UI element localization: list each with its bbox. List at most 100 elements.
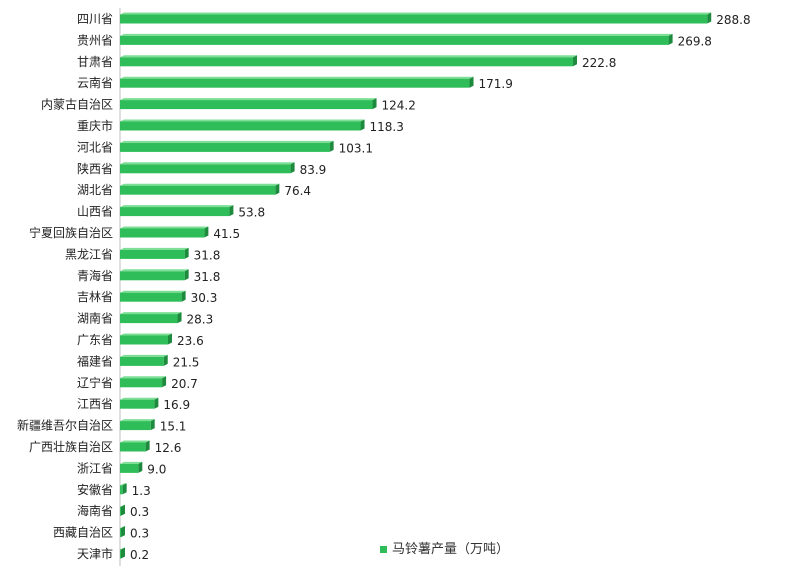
data-label: 1.3 <box>132 484 151 498</box>
bar-front-face <box>120 249 185 259</box>
category-label: 四川省 <box>77 12 113 26</box>
category-label: 河北省 <box>77 140 113 154</box>
bar <box>120 55 578 67</box>
data-label: 118.3 <box>370 120 404 134</box>
bar-side-face <box>150 419 155 431</box>
bar <box>120 226 209 238</box>
bar-side-face <box>181 290 186 302</box>
bar <box>120 354 168 366</box>
bar-front-face <box>120 271 185 281</box>
bar-front-face <box>120 57 574 67</box>
data-label: 269.8 <box>678 34 712 48</box>
bar-front-face <box>120 506 121 516</box>
data-label: 9.0 <box>147 462 166 476</box>
bar-front-face <box>120 100 373 110</box>
bar-front-face <box>120 207 230 217</box>
bar-side-face <box>184 247 189 259</box>
data-label: 53.8 <box>238 206 265 220</box>
bar-front-face <box>120 378 163 388</box>
bar-side-face <box>329 140 334 152</box>
bar-top-face <box>120 33 673 36</box>
legend-label: 马铃薯产量（万吨） <box>392 542 509 557</box>
bar-side-face <box>154 397 159 409</box>
bar-side-face <box>707 12 712 24</box>
bar-top-face <box>120 419 155 422</box>
bar-front-face <box>120 399 155 409</box>
bar-top-face <box>120 483 127 486</box>
bar-side-face <box>121 526 125 538</box>
category-label: 吉林省 <box>77 290 113 304</box>
bar-side-face <box>167 333 172 345</box>
bar-top-face <box>120 55 578 58</box>
data-label: 83.9 <box>300 163 327 177</box>
data-label: 288.8 <box>716 13 750 27</box>
bar-top-face <box>120 76 474 79</box>
bar-front-face <box>120 185 276 195</box>
bar <box>120 140 334 152</box>
category-label: 新疆维吾尔自治区 <box>17 418 113 433</box>
bar-top-face <box>120 226 209 229</box>
bar-side-face <box>573 55 578 67</box>
bar-side-face <box>290 162 295 174</box>
bar-side-face <box>121 547 125 559</box>
data-label: 20.7 <box>171 377 198 391</box>
bar-top-face <box>120 119 365 122</box>
bar-top-face <box>120 183 280 186</box>
bar-front-face <box>120 335 168 345</box>
bar-top-face <box>120 247 189 250</box>
category-label: 内蒙古自治区 <box>41 97 113 112</box>
bar <box>120 312 182 324</box>
data-label: 103.1 <box>339 141 373 155</box>
bar <box>120 483 127 495</box>
bar-side-face <box>184 269 189 281</box>
category-label: 广西壮族自治区 <box>29 440 113 454</box>
bar <box>120 205 234 217</box>
bar <box>120 526 125 538</box>
bar-top-face <box>120 440 150 443</box>
category-label: 广东省 <box>77 333 113 347</box>
bar-front-face <box>120 35 669 45</box>
bar <box>120 397 159 409</box>
category-label: 浙江省 <box>77 461 113 475</box>
bar <box>120 376 167 388</box>
bar <box>120 98 377 110</box>
bar-top-face <box>120 140 334 143</box>
bar-front-face <box>120 142 330 152</box>
category-label: 湖北省 <box>77 182 113 197</box>
data-label: 31.8 <box>194 248 221 262</box>
category-label: 重庆市 <box>77 118 113 133</box>
category-label: 陕西省 <box>77 161 113 176</box>
category-label: 青海省 <box>77 268 113 283</box>
bar-side-face <box>138 461 143 473</box>
category-label: 云南省 <box>77 75 113 90</box>
bar-side-face <box>204 226 209 238</box>
bar-side-face <box>275 183 280 195</box>
data-label: 15.1 <box>160 420 187 434</box>
bar-side-face <box>469 76 474 88</box>
bar <box>120 119 365 131</box>
data-label: 31.8 <box>194 270 221 284</box>
bar-front-face <box>120 164 291 174</box>
bar-top-face <box>120 98 377 101</box>
bar-top-face <box>120 354 168 357</box>
bar <box>120 247 189 259</box>
bar-top-face <box>120 547 125 550</box>
bar <box>120 461 143 473</box>
data-label: 171.9 <box>479 77 513 91</box>
category-label: 宁夏回族自治区 <box>29 225 113 240</box>
bar <box>120 12 712 24</box>
bar <box>120 33 673 45</box>
bar <box>120 504 125 516</box>
bar-top-face <box>120 461 143 464</box>
bar-side-face <box>162 376 167 388</box>
bar-front-face <box>120 228 205 238</box>
bar-side-face <box>177 312 182 324</box>
category-label: 天津市 <box>77 546 113 561</box>
bar-front-face <box>120 549 121 559</box>
bar-front-face <box>120 314 178 324</box>
category-label: 安徽省 <box>77 482 113 497</box>
bar <box>120 76 474 88</box>
bar-top-face <box>120 205 234 208</box>
bar-side-face <box>121 504 125 516</box>
bar-front-face <box>120 356 164 366</box>
